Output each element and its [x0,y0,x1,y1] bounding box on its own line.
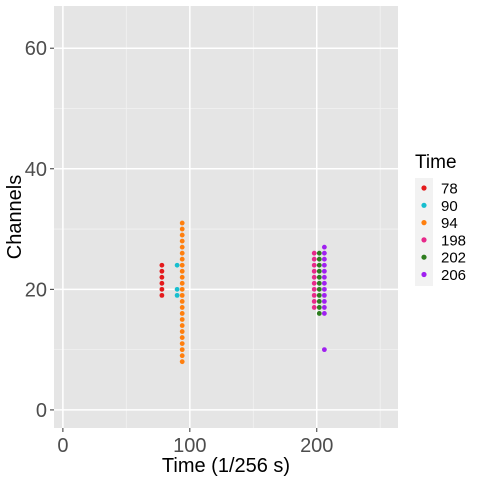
data-point [321,311,327,316]
data-point [159,280,165,286]
data-point [179,317,185,322]
data-point [179,280,185,286]
data-point [179,226,185,232]
data-point [179,274,185,280]
data-point [179,268,185,274]
data-point [321,299,327,304]
y-tick-label: 20 [25,279,47,301]
data-point [159,286,165,292]
data-point [179,286,185,292]
data-point [316,268,322,274]
data-point [311,286,317,292]
data-point [179,335,185,340]
data-point [311,250,317,256]
legend-key [421,254,427,260]
data-point [316,274,322,280]
legend-key [421,237,427,243]
data-point [179,311,185,316]
data-point [179,299,185,304]
data-point [179,359,185,365]
data-point [179,323,185,328]
legend-label: 94 [441,215,458,232]
data-point [321,292,327,298]
y-axis: 0 20 40 60 [25,38,54,422]
data-point [321,274,327,280]
data-point [321,250,327,256]
data-point [316,256,322,262]
data-point [321,305,327,310]
data-point [311,280,317,286]
y-tick-label: 0 [36,400,47,422]
data-point [179,329,185,334]
y-axis-title: Channels [4,175,26,260]
data-point [159,274,165,280]
x-axis-title: Time (1/256 s) [162,455,290,477]
x-axis: 0 100 200 [57,428,333,457]
legend-key [421,271,427,278]
data-point [321,268,327,274]
data-point [179,238,185,244]
data-point [179,220,185,226]
data-point [179,292,185,298]
x-tick-label: 0 [57,435,68,457]
data-point [179,262,185,268]
data-point [179,353,185,359]
data-point [316,299,322,304]
data-point [311,305,317,310]
data-point [321,280,327,286]
legend-key [421,185,427,191]
legend-key-background [415,178,433,286]
x-tick-label: 100 [173,435,206,457]
grid-minor [54,6,398,428]
legend-key [421,220,427,226]
data-point [179,250,185,256]
y-tick-label: 40 [25,159,47,181]
legend-label: 78 [441,181,458,198]
data-point [321,256,327,262]
data-point [311,262,317,268]
data-points [159,220,327,365]
data-point [316,292,322,298]
data-point [179,305,185,310]
data-point [311,299,317,304]
legend-label: 202 [441,250,466,267]
panel-background [54,6,398,428]
data-point [311,274,317,280]
y-tick-label: 60 [25,38,47,60]
data-point [316,262,322,268]
legend-label: 90 [441,198,458,215]
data-point [174,292,180,298]
data-point [174,262,180,268]
data-point [159,262,165,268]
x-tick-label: 200 [300,435,333,457]
data-point [179,347,185,353]
data-point [311,256,317,262]
data-point [311,292,317,298]
grid-major [54,6,398,428]
legend-title: Time [415,152,457,173]
data-point [179,232,185,238]
data-point [316,311,322,316]
data-point [316,280,322,286]
data-point [321,286,327,292]
data-point [159,292,165,298]
legend-key [421,202,427,208]
data-point [179,256,185,262]
legend-label: 198 [441,232,466,249]
data-point [159,268,165,274]
data-point [179,341,185,346]
data-point [321,262,327,268]
data-point [316,286,322,292]
data-point [174,286,180,292]
data-point [316,305,322,310]
data-point [311,268,317,274]
data-point [316,250,322,256]
data-point [321,244,327,250]
data-point [321,347,327,353]
legend-label: 206 [441,267,466,284]
data-point [179,244,185,250]
